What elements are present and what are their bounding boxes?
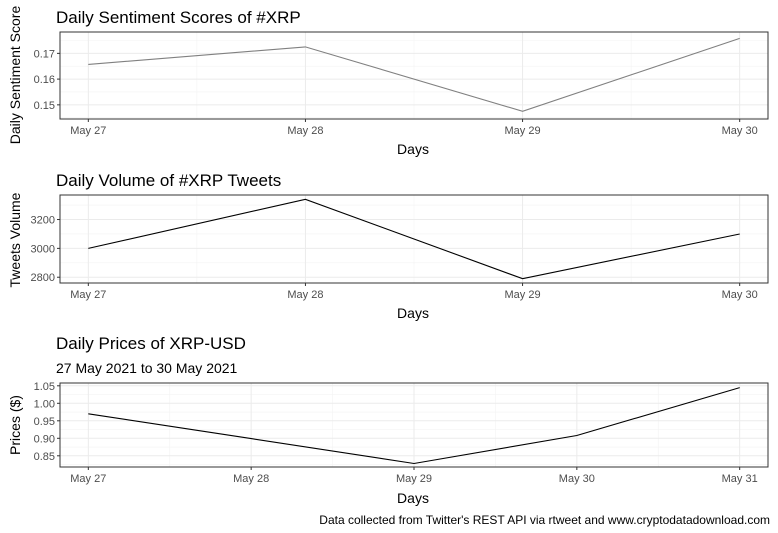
y-tick-label: 0.95 [34,416,55,428]
x-tick-label: May 29 [505,289,541,301]
price-chart: Daily Prices of XRP-USD 27 May 2021 to 3… [7,334,769,506]
x-tick-label: May 29 [396,473,432,485]
series-line [88,387,740,465]
y-tick-label: 1.05 [34,381,55,393]
y-tick-label: 2800 [31,272,55,284]
y-tick-label: 0.17 [34,48,55,60]
x-tick-label: May 28 [287,289,323,301]
x-tick-label: May 28 [233,473,269,485]
y-tick-label: 3000 [31,243,55,255]
x-tick-label: May 30 [722,289,758,301]
x-axis-title: Days [397,490,429,506]
x-tick-label: May 27 [70,473,106,485]
chart-subtitle: 27 May 2021 to 30 May 2021 [56,360,238,376]
y-axis-title: Daily Sentiment Score [7,6,23,145]
y-tick-label: 3200 [31,215,55,227]
caption: Data collected from Twitter's REST API v… [319,513,770,527]
series-line [88,37,740,112]
x-tick-label: May 27 [70,289,106,301]
chart-title: Daily Prices of XRP-USD [56,334,246,353]
y-tick-label: 0.16 [34,74,55,86]
x-axis-title: Days [397,141,429,157]
x-tick-label: May 28 [287,125,323,137]
y-tick-label: 0.15 [34,100,55,112]
x-tick-label: May 31 [722,473,758,485]
x-tick-label: May 30 [722,125,758,137]
chart-title: Daily Sentiment Scores of #XRP [56,8,301,27]
volume-chart: Daily Volume of #XRP Tweets Tweets Volum… [7,171,769,321]
y-axis-title: Tweets Volume [7,192,23,287]
panel-border [59,194,769,284]
sentiment-chart: Daily Sentiment Scores of #XRP Daily Sen… [7,6,769,157]
x-tick-label: May 29 [505,125,541,137]
x-axis-title: Days [397,305,429,321]
y-axis-title: Prices ($) [7,395,23,455]
x-tick-label: May 30 [559,473,595,485]
y-tick-label: 1.00 [34,398,55,410]
chart-title: Daily Volume of #XRP Tweets [56,171,281,190]
y-tick-label: 0.85 [34,451,55,463]
panel-border [59,31,769,120]
x-tick-label: May 27 [70,125,106,137]
series-line [88,198,740,280]
y-tick-label: 0.90 [34,433,55,445]
